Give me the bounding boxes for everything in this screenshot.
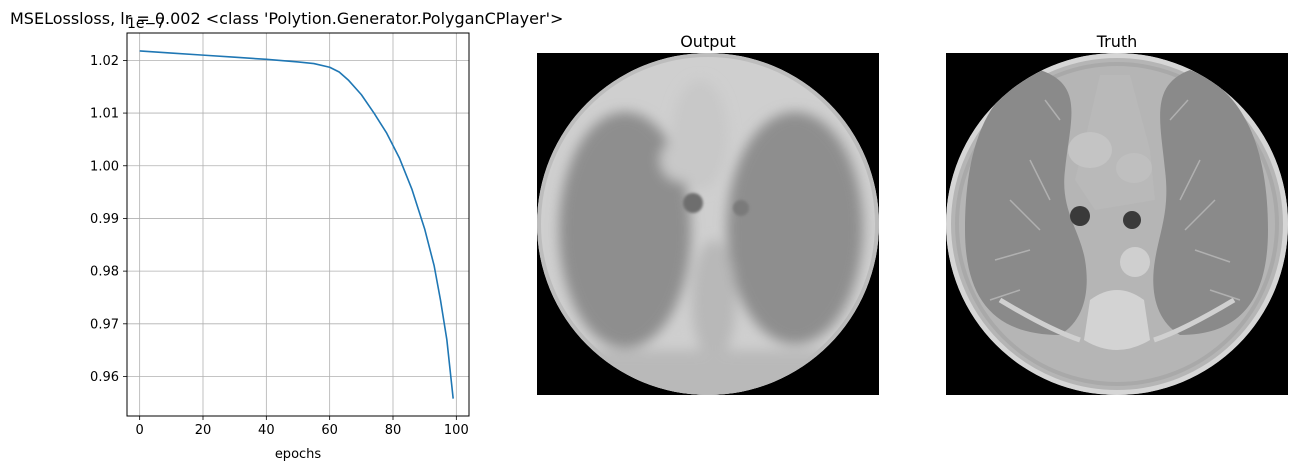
chart-grid [127, 33, 469, 416]
y-tick-label-5: 1.01 [90, 107, 119, 122]
ct-scan-output-image [537, 53, 879, 395]
x-tick-label-3: 60 [321, 423, 338, 438]
truth-image-panel: Truth [946, 32, 1288, 395]
x-axis-ticks: 0 20 40 60 80 100 [136, 416, 469, 438]
y-tick-label-2: 0.98 [90, 265, 119, 280]
output-image-panel: Output [537, 32, 879, 395]
ct-scan-truth-image [946, 53, 1288, 395]
x-tick-label-1: 20 [195, 423, 212, 438]
y-axis-ticks: 0.96 0.97 0.98 0.99 1.00 1.01 1.02 [90, 54, 127, 385]
x-axis-label: epochs [275, 447, 322, 462]
x-tick-label-2: 40 [258, 423, 275, 438]
x-tick-label-5: 100 [444, 423, 469, 438]
y-offset-label: 1e−7 [127, 16, 165, 32]
y-tick-label-1: 0.97 [90, 317, 119, 332]
x-tick-label-4: 80 [385, 423, 402, 438]
y-tick-label-6: 1.02 [90, 54, 119, 69]
output-title: Output [680, 32, 736, 51]
x-tick-label-0: 0 [136, 423, 144, 438]
y-tick-label-3: 0.99 [90, 212, 119, 227]
loss-chart: 0 20 40 60 80 100 0.96 0.97 0.98 0.99 1.00 1.01 1.0… [90, 16, 470, 462]
truth-title: Truth [1096, 32, 1138, 51]
y-tick-label-4: 1.00 [90, 159, 119, 174]
chart-series [139, 50, 454, 399]
y-tick-label-0: 0.96 [90, 370, 119, 385]
series-line-0 [139, 50, 454, 399]
chart-axes-frame [126, 32, 470, 417]
figure-suptitle: MSELossloss, lr = 0.002 <class 'Polytion… [10, 9, 563, 28]
